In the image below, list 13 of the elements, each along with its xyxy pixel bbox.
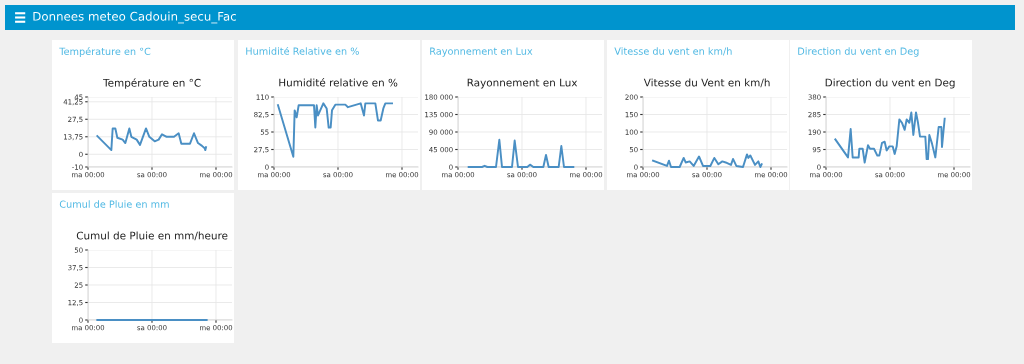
- chart-title: Cumul de Pluie en mm/heure: [76, 231, 228, 241]
- chart-subtitle: Direction du vent en Deg: [798, 47, 919, 57]
- text: Donnees meteo Cadouin_secu_Fac: [33, 11, 236, 24]
- chart-subtitle: Rayonnement en Lux: [430, 47, 533, 57]
- chart-subtitle: Humidité Relative en %: [246, 46, 359, 55]
- chart-title: Direction du vent en Deg: [825, 78, 955, 89]
- chart-subtitle: Vitesse du vent en km/h: [614, 47, 732, 56]
- chart-title: Vitesse du Vent en km/h: [643, 78, 770, 88]
- chart-title: Rayonnement en Lux: [467, 78, 578, 89]
- chart-title: Humidité relative en %: [279, 78, 398, 87]
- chart-title: Température en °C: [103, 78, 201, 89]
- chart-subtitle: Cumul de Pluie en mm: [59, 200, 169, 208]
- chart-subtitle: Température en °C: [59, 47, 151, 57]
